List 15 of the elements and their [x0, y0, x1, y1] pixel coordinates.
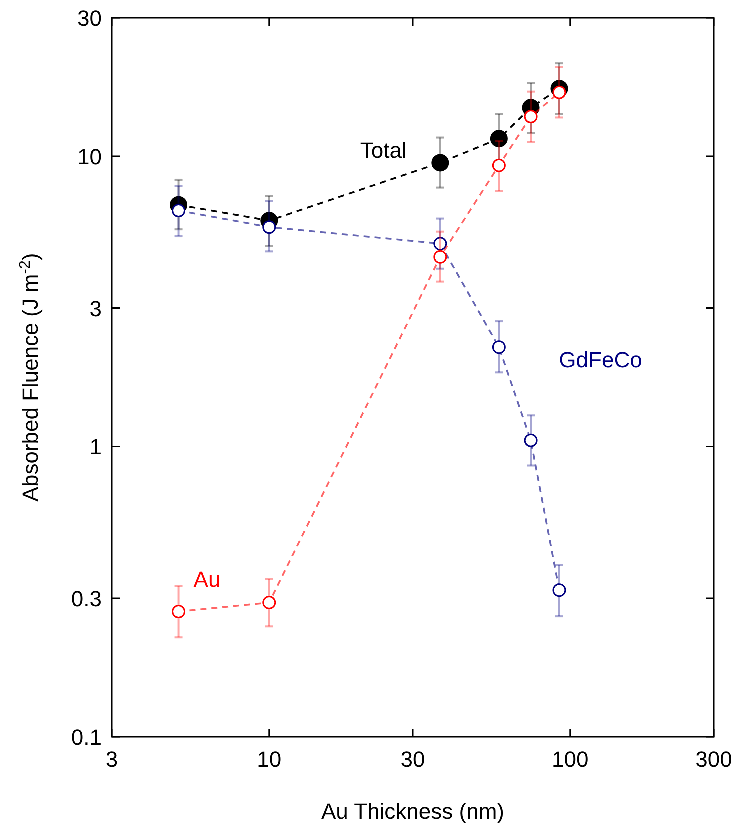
y-tick-label: 0.3 [71, 586, 102, 612]
y-tick-label: 3 [90, 296, 102, 322]
y-tick-label: 1 [90, 434, 102, 460]
text: GdFeCo [559, 347, 642, 372]
series-label: Au [194, 566, 221, 592]
x-tick-label: 3 [106, 747, 118, 772]
x-axis-title: Au Thickness (nm) [322, 799, 504, 824]
y-tick-label: 0.1 [71, 725, 102, 750]
x-tick-label: 30 [400, 747, 426, 772]
x-tick-label: 300 [696, 747, 732, 772]
series-label: Total [360, 138, 407, 163]
y-tick-label: 30 [78, 6, 102, 31]
x-tick-label: 100 [552, 747, 589, 772]
x-tick-label: 10 [257, 747, 282, 772]
y-tick-label: 10 [78, 144, 102, 170]
